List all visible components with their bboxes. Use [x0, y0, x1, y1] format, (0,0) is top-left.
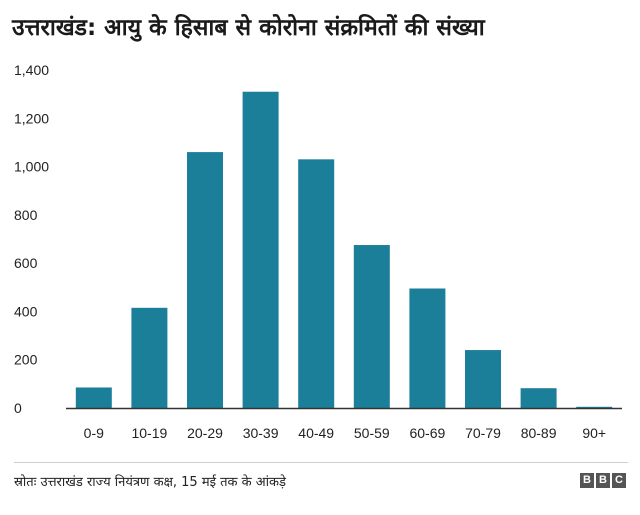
x-tick-label: 50-59: [354, 425, 390, 441]
bar: [242, 91, 279, 408]
bar: [298, 159, 335, 408]
bar: [576, 406, 613, 408]
footer-divider: [14, 462, 628, 463]
x-tick-label: 0-9: [84, 425, 104, 441]
x-tick-label: 20-29: [187, 425, 223, 441]
bbc-logo-letter-3: C: [612, 473, 626, 488]
bar: [353, 245, 390, 408]
x-tick-label: 80-89: [521, 425, 557, 441]
x-tick-label: 30-39: [243, 425, 279, 441]
y-tick-label: 1,000: [14, 159, 49, 175]
bar: [409, 288, 446, 408]
bar: [465, 350, 501, 408]
y-tick-label: 600: [14, 255, 38, 271]
bar-chart: 0 200 400 600 800 1,000 1,200 1,400 0-9 10-19 20-2…: [14, 62, 622, 441]
bbc-logo-letter-2: B: [596, 473, 610, 488]
bar: [520, 388, 557, 408]
x-tick-label: 90+: [582, 425, 606, 441]
y-tick-label: 800: [14, 207, 38, 223]
y-tick-label: 0: [14, 400, 22, 416]
source-note: स्रोतः उत्तराखंड राज्य नियंत्रण कक्ष, 15…: [14, 475, 286, 490]
x-tick-label: 40-49: [298, 425, 334, 441]
chart-title: उत्तराखंड: आयु के हिसाब से कोरोना संक्रम…: [12, 15, 485, 41]
y-tick-label: 1,400: [14, 62, 49, 78]
bar: [187, 152, 223, 408]
y-tick-label: 1,200: [14, 110, 49, 126]
x-tick-label: 10-19: [131, 425, 167, 441]
x-tick-label: 70-79: [465, 425, 501, 441]
y-tick-label: 200: [14, 352, 38, 368]
bbc-logo: B B C: [580, 473, 626, 488]
y-tick-label: 400: [14, 303, 38, 319]
x-tick-label: 60-69: [409, 425, 445, 441]
bar: [75, 387, 112, 408]
bar: [131, 307, 168, 408]
bbc-logo-letter-1: B: [580, 473, 594, 488]
